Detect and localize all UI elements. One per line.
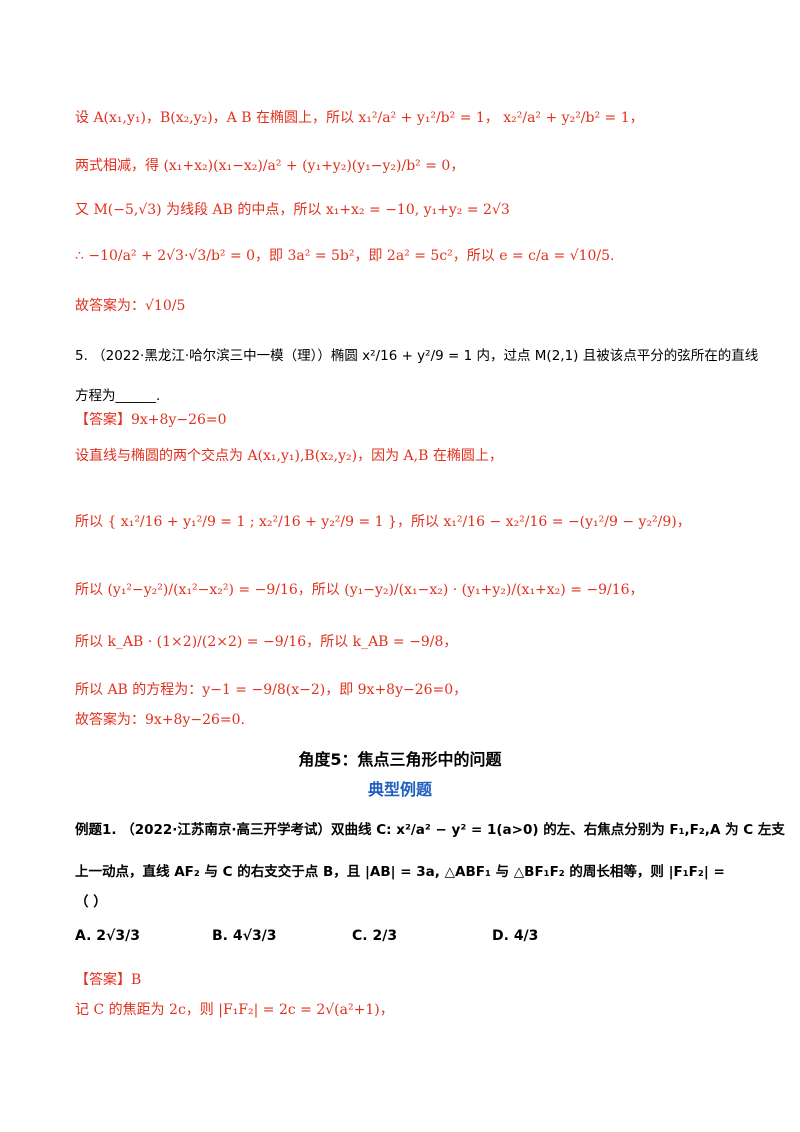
q5-solution-line-2: 所以 { x₁²/16 + y₁²/9 = 1 ; x₂²/16 + y₂²/9… [75, 514, 691, 530]
example-1-line-2: 上一动点，直线 AF₂ 与 C 的右支交于点 B，且 |AB| = 3a, △A… [75, 864, 725, 880]
question-5-line-2: 方程为______. [75, 388, 161, 404]
question-5-line-1: 5. （2022·黑龙江·哈尔滨三中一模（理））椭圆 x²/16 + y²/9 … [75, 348, 759, 364]
option-a: A. 2√3/3 [75, 928, 140, 944]
solution-line-3: 又 M(−5,√3) 为线段 AB 的中点，所以 x₁+x₂ = −10, y₁… [75, 202, 510, 218]
q5-solution-line-1: 设直线与椭圆的两个交点为 A(x₁,y₁),B(x₂,y₂)，因为 A,B 在椭… [75, 448, 503, 464]
solution-line-4: ∴ −10/a² + 2√3·√3/b² = 0，即 3a² = 5b²，即 2… [75, 248, 615, 264]
option-c: C. 2/3 [352, 928, 398, 944]
example-1-solution: 记 C 的焦距为 2c，则 |F₁F₂| = 2c = 2√(a²+1)， [75, 1002, 394, 1018]
q5-solution-line-5: 所以 AB 的方程为：y−1 = −9/8(x−2)，即 9x+8y−26=0， [75, 682, 468, 698]
q5-solution-line-4: 所以 k_AB · (1×2)/(2×2) = −9/16，所以 k_AB = … [75, 634, 458, 650]
q5-solution-line-6: 故答案为：9x+8y−26=0. [75, 712, 245, 728]
example-1-line-1: 例题1. （2022·江苏南京·高三开学考试）双曲线 C: x²/a² − y²… [75, 822, 785, 838]
q5-solution-line-3: 所以 (y₁²−y₂²)/(x₁²−x₂²) = −9/16，所以 (y₁−y₂… [75, 582, 644, 598]
answer-line-prev: 故答案为：√10/5 [75, 298, 186, 314]
section-heading: 角度5：焦点三角形中的问题 [298, 750, 502, 769]
question-5-answer: 【答案】9x+8y−26=0 [75, 412, 227, 428]
example-1-answer: 【答案】B [75, 972, 142, 988]
solution-line-2: 两式相减，得 (x₁+x₂)(x₁−x₂)/a² + (y₁+y₂)(y₁−y₂… [75, 158, 465, 174]
example-1-paren: （ ） [75, 894, 107, 910]
solution-line-1: 设 A(x₁,y₁)，B(x₂,y₂)，A B 在椭圆上，所以 x₁²/a² +… [75, 110, 644, 126]
option-d: D. 4/3 [492, 928, 539, 944]
section-subheading: 典型例题 [367, 780, 432, 799]
option-b: B. 4√3/3 [212, 928, 277, 944]
